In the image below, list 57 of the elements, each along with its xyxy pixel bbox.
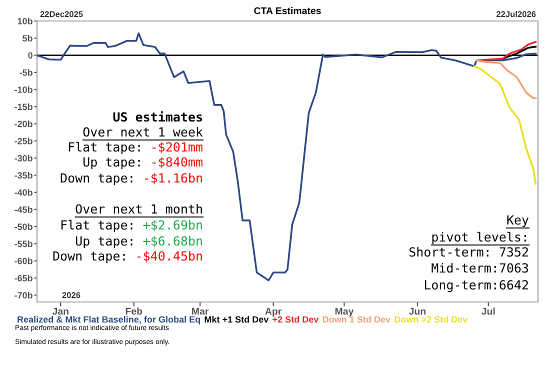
line-series (37, 32, 537, 282)
annotation: Down tape: (53, 251, 125, 264)
y-tick-label: -15b (14, 103, 32, 110)
y-tick-label: -20b (14, 120, 32, 128)
annotation: pivot levels: (432, 232, 526, 244)
y-tick-label: -50b (14, 223, 32, 230)
x-tick-label: Jun (408, 308, 426, 315)
annotation: Up tape: (83, 157, 140, 170)
annotation: -$201mm (152, 142, 202, 154)
y-tick-label: -40b (14, 189, 32, 196)
annotation: Short-term: 7352 (409, 246, 528, 257)
x-tick-label: Apr (265, 308, 282, 317)
annotation: Up tape: (76, 236, 132, 248)
y-tick-label: -70b (14, 292, 32, 299)
y-tick-label: -35b (14, 172, 32, 179)
y-tick-label: 0 (28, 52, 32, 59)
text: 22Dec2025 (40, 11, 83, 18)
y-tick-label: 5b (22, 34, 32, 42)
text: Realized & Mkt Flat Baseline, for Global Eq (18, 316, 200, 324)
annotation: 2026 (62, 292, 80, 298)
annotation: -$840mm (152, 156, 202, 168)
annotation: Over next 1 month (76, 204, 202, 214)
line-series (476, 41, 537, 62)
annotation: Key (507, 215, 529, 228)
chart-title: CTA Estimates (254, 7, 321, 14)
annotation: -$1.16bn (144, 172, 202, 184)
y-tick-label: 10b (18, 18, 32, 24)
x-tick-label: Jan (52, 308, 68, 315)
text: Down >2 Std Dev (394, 316, 468, 323)
text: Mkt +1 Std Dev (204, 316, 269, 323)
y-tick-label: -45b (14, 206, 32, 213)
y-tick-label: -25b (14, 138, 32, 144)
annotation: Down tape: (60, 173, 132, 186)
x-tick-label: May (335, 308, 354, 317)
y-tick-label: -30b (14, 154, 32, 162)
line-series (473, 65, 537, 185)
y-tick-label: -55b (14, 240, 32, 248)
annotation: +$6.68bn (143, 236, 202, 248)
y-tick-label: -60b (14, 258, 32, 264)
annotation: US estimates (113, 111, 202, 122)
text: 22Jul2026 (496, 10, 536, 18)
line-series (476, 60, 537, 100)
x-tick-label: Jul (481, 308, 495, 315)
x-tick-label: Feb (126, 308, 142, 315)
y-tick-label: -10b (14, 86, 32, 93)
annotation: Mid-term:7063 (432, 262, 528, 273)
annotation: Flat tape: (68, 142, 140, 154)
text: +2 Std Dev (272, 316, 319, 323)
annotation: +$2.69bn (143, 220, 202, 232)
annotation: Over next 1 week (83, 126, 203, 137)
y-tick-label: -65b (14, 274, 32, 282)
text: Down 1 Std Dev (322, 316, 390, 323)
annotation: Long-term:6642 (424, 280, 528, 292)
x-tick-label: Mar (192, 308, 209, 315)
y-tick-label: -5b (20, 69, 32, 76)
annotation: -$40.45bn (137, 250, 202, 262)
annotation: Flat tape: (61, 220, 132, 232)
